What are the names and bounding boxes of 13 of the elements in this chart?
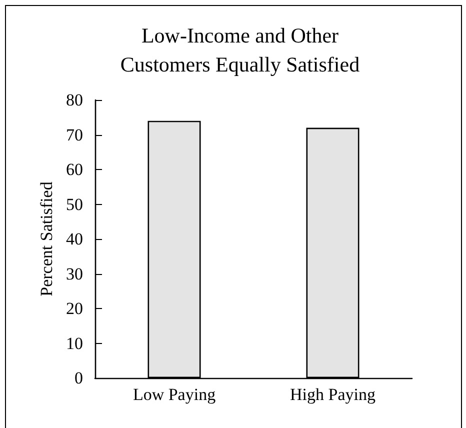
y-tick-label: 80 [66,90,83,110]
y-tick-label: 50 [66,194,83,214]
chart-title: Low-Income and Other Customers Equally Satisfied [120,24,360,76]
y-tick-label: 20 [66,299,83,318]
y-axis-title: Percent Satisfied [37,181,56,296]
y-tick-label: 30 [66,264,83,284]
y-tick-label: 70 [66,125,83,144]
y-tick-label: 40 [66,230,83,248]
y-tick-label: 60 [66,160,83,179]
x-tick-label: Low Paying [132,385,216,404]
x-tick-label: High Paying [290,385,376,404]
y-tick-label: 10 [66,334,83,353]
y-tick-label: 0 [74,368,83,388]
